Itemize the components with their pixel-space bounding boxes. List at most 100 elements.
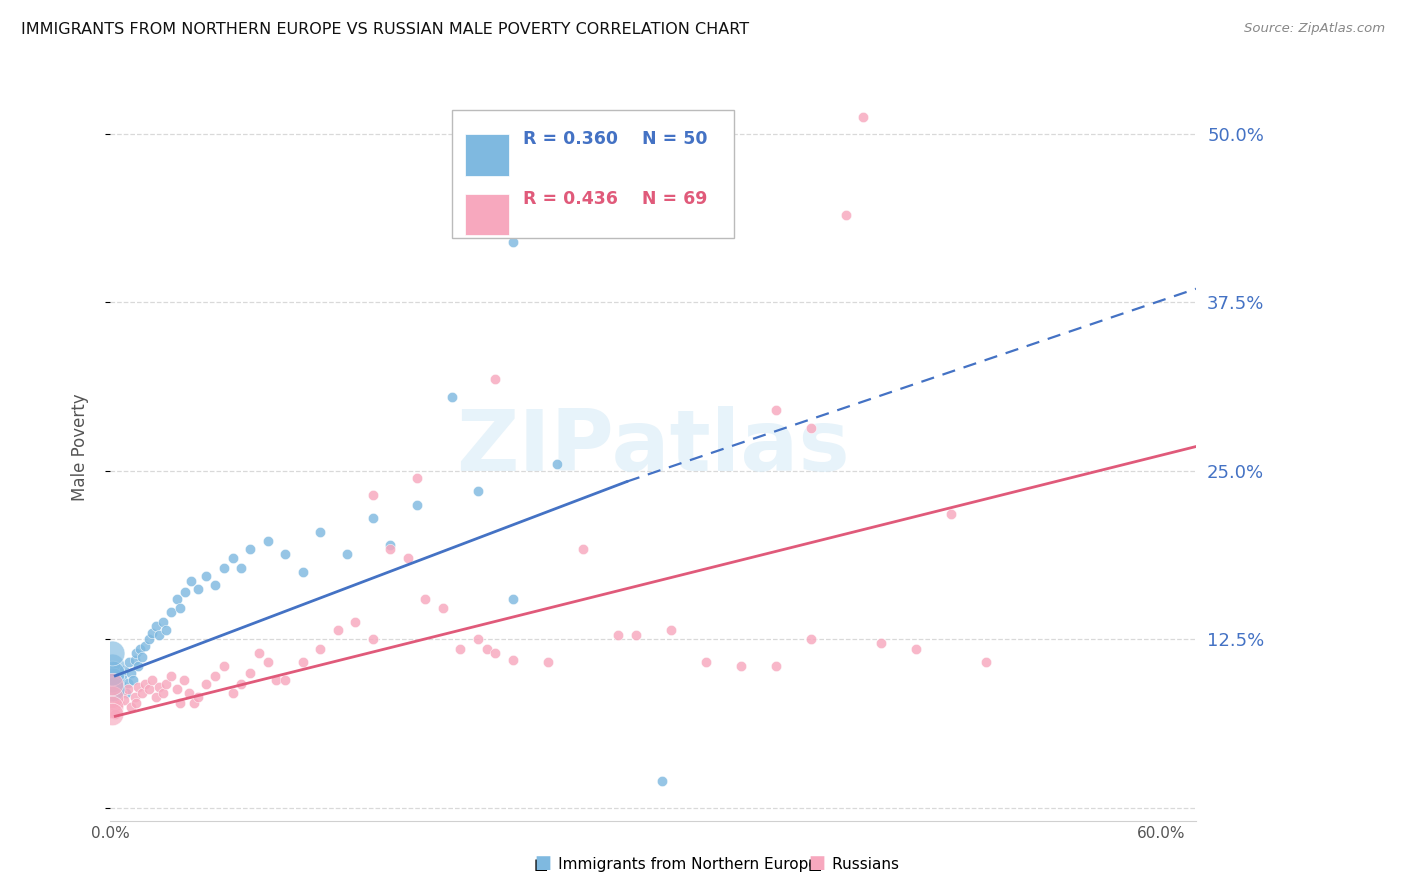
Point <box>380 538 402 552</box>
Point <box>124 690 146 705</box>
Point <box>256 533 278 548</box>
Point <box>659 623 682 637</box>
Point <box>148 628 170 642</box>
Point <box>114 686 136 700</box>
Point <box>869 636 891 650</box>
Point <box>108 696 131 710</box>
Point <box>138 682 160 697</box>
Point <box>572 542 595 557</box>
Point <box>326 623 349 637</box>
Point <box>484 372 506 386</box>
Y-axis label: Male Poverty: Male Poverty <box>72 393 89 501</box>
Point <box>101 659 124 673</box>
Point <box>904 641 927 656</box>
Point <box>834 208 856 222</box>
Point <box>104 706 127 721</box>
Point <box>651 774 673 789</box>
Text: IMMIGRANTS FROM NORTHERN EUROPE VS RUSSIAN MALE POVERTY CORRELATION CHART: IMMIGRANTS FROM NORTHERN EUROPE VS RUSSI… <box>21 22 749 37</box>
Point <box>128 641 150 656</box>
Point <box>432 601 454 615</box>
Point <box>111 686 134 700</box>
Point <box>974 656 997 670</box>
Point <box>101 690 124 705</box>
Point <box>256 656 278 670</box>
FancyBboxPatch shape <box>465 194 509 235</box>
Point <box>467 632 489 647</box>
Point <box>145 690 167 705</box>
Point <box>291 565 314 579</box>
Text: ■: ■ <box>808 855 825 872</box>
Text: ■  Russians: ■ Russians <box>808 857 900 872</box>
Point <box>800 420 823 434</box>
Point <box>138 632 160 647</box>
Point <box>266 673 288 687</box>
Point <box>221 686 243 700</box>
Point <box>415 591 437 606</box>
Point <box>405 498 427 512</box>
Point <box>104 659 127 673</box>
Point <box>101 699 124 714</box>
Point <box>148 680 170 694</box>
Point <box>396 551 419 566</box>
Point <box>101 673 124 687</box>
Point <box>101 706 124 721</box>
Point <box>467 484 489 499</box>
Point <box>309 524 332 539</box>
Point <box>183 696 205 710</box>
Point <box>134 639 156 653</box>
Point <box>104 690 127 705</box>
Point <box>101 666 124 681</box>
Point <box>169 601 191 615</box>
Point <box>274 548 297 562</box>
Point <box>174 585 197 599</box>
Point <box>231 677 253 691</box>
Point <box>309 641 332 656</box>
Point <box>127 659 149 673</box>
Point <box>112 693 135 707</box>
Point <box>101 677 124 691</box>
Point <box>231 561 253 575</box>
Point <box>204 578 226 592</box>
Point <box>117 675 139 690</box>
Point <box>155 623 177 637</box>
Point <box>239 666 262 681</box>
Point <box>166 682 188 697</box>
Point <box>160 606 183 620</box>
Point <box>173 673 195 687</box>
Text: Source: ZipAtlas.com: Source: ZipAtlas.com <box>1244 22 1385 36</box>
Point <box>212 561 235 575</box>
Point <box>361 632 384 647</box>
Text: ■  Immigrants from Northern Europe: ■ Immigrants from Northern Europe <box>534 857 818 872</box>
Point <box>502 652 524 666</box>
Point <box>101 646 124 660</box>
Point <box>131 686 153 700</box>
Point <box>484 646 506 660</box>
Point <box>152 686 174 700</box>
Point <box>852 111 875 125</box>
Point <box>449 641 471 656</box>
Text: R = 0.436    N = 69: R = 0.436 N = 69 <box>523 190 707 208</box>
Point <box>765 403 787 417</box>
Point <box>121 673 143 687</box>
Text: ■: ■ <box>534 855 551 872</box>
Point <box>239 542 262 557</box>
Point <box>695 201 717 215</box>
Point <box>221 551 243 566</box>
Point <box>502 591 524 606</box>
Point <box>204 669 226 683</box>
Point <box>141 625 163 640</box>
Point <box>177 686 200 700</box>
Point <box>160 669 183 683</box>
Point <box>124 652 146 666</box>
Point <box>180 574 202 589</box>
Point <box>335 548 357 562</box>
Point <box>155 677 177 691</box>
Point <box>247 646 270 660</box>
Point <box>502 235 524 249</box>
Point <box>145 619 167 633</box>
Point <box>117 682 139 697</box>
Point <box>440 390 463 404</box>
Point <box>169 696 191 710</box>
Text: ZIPatlas: ZIPatlas <box>456 406 849 489</box>
Point <box>607 628 630 642</box>
